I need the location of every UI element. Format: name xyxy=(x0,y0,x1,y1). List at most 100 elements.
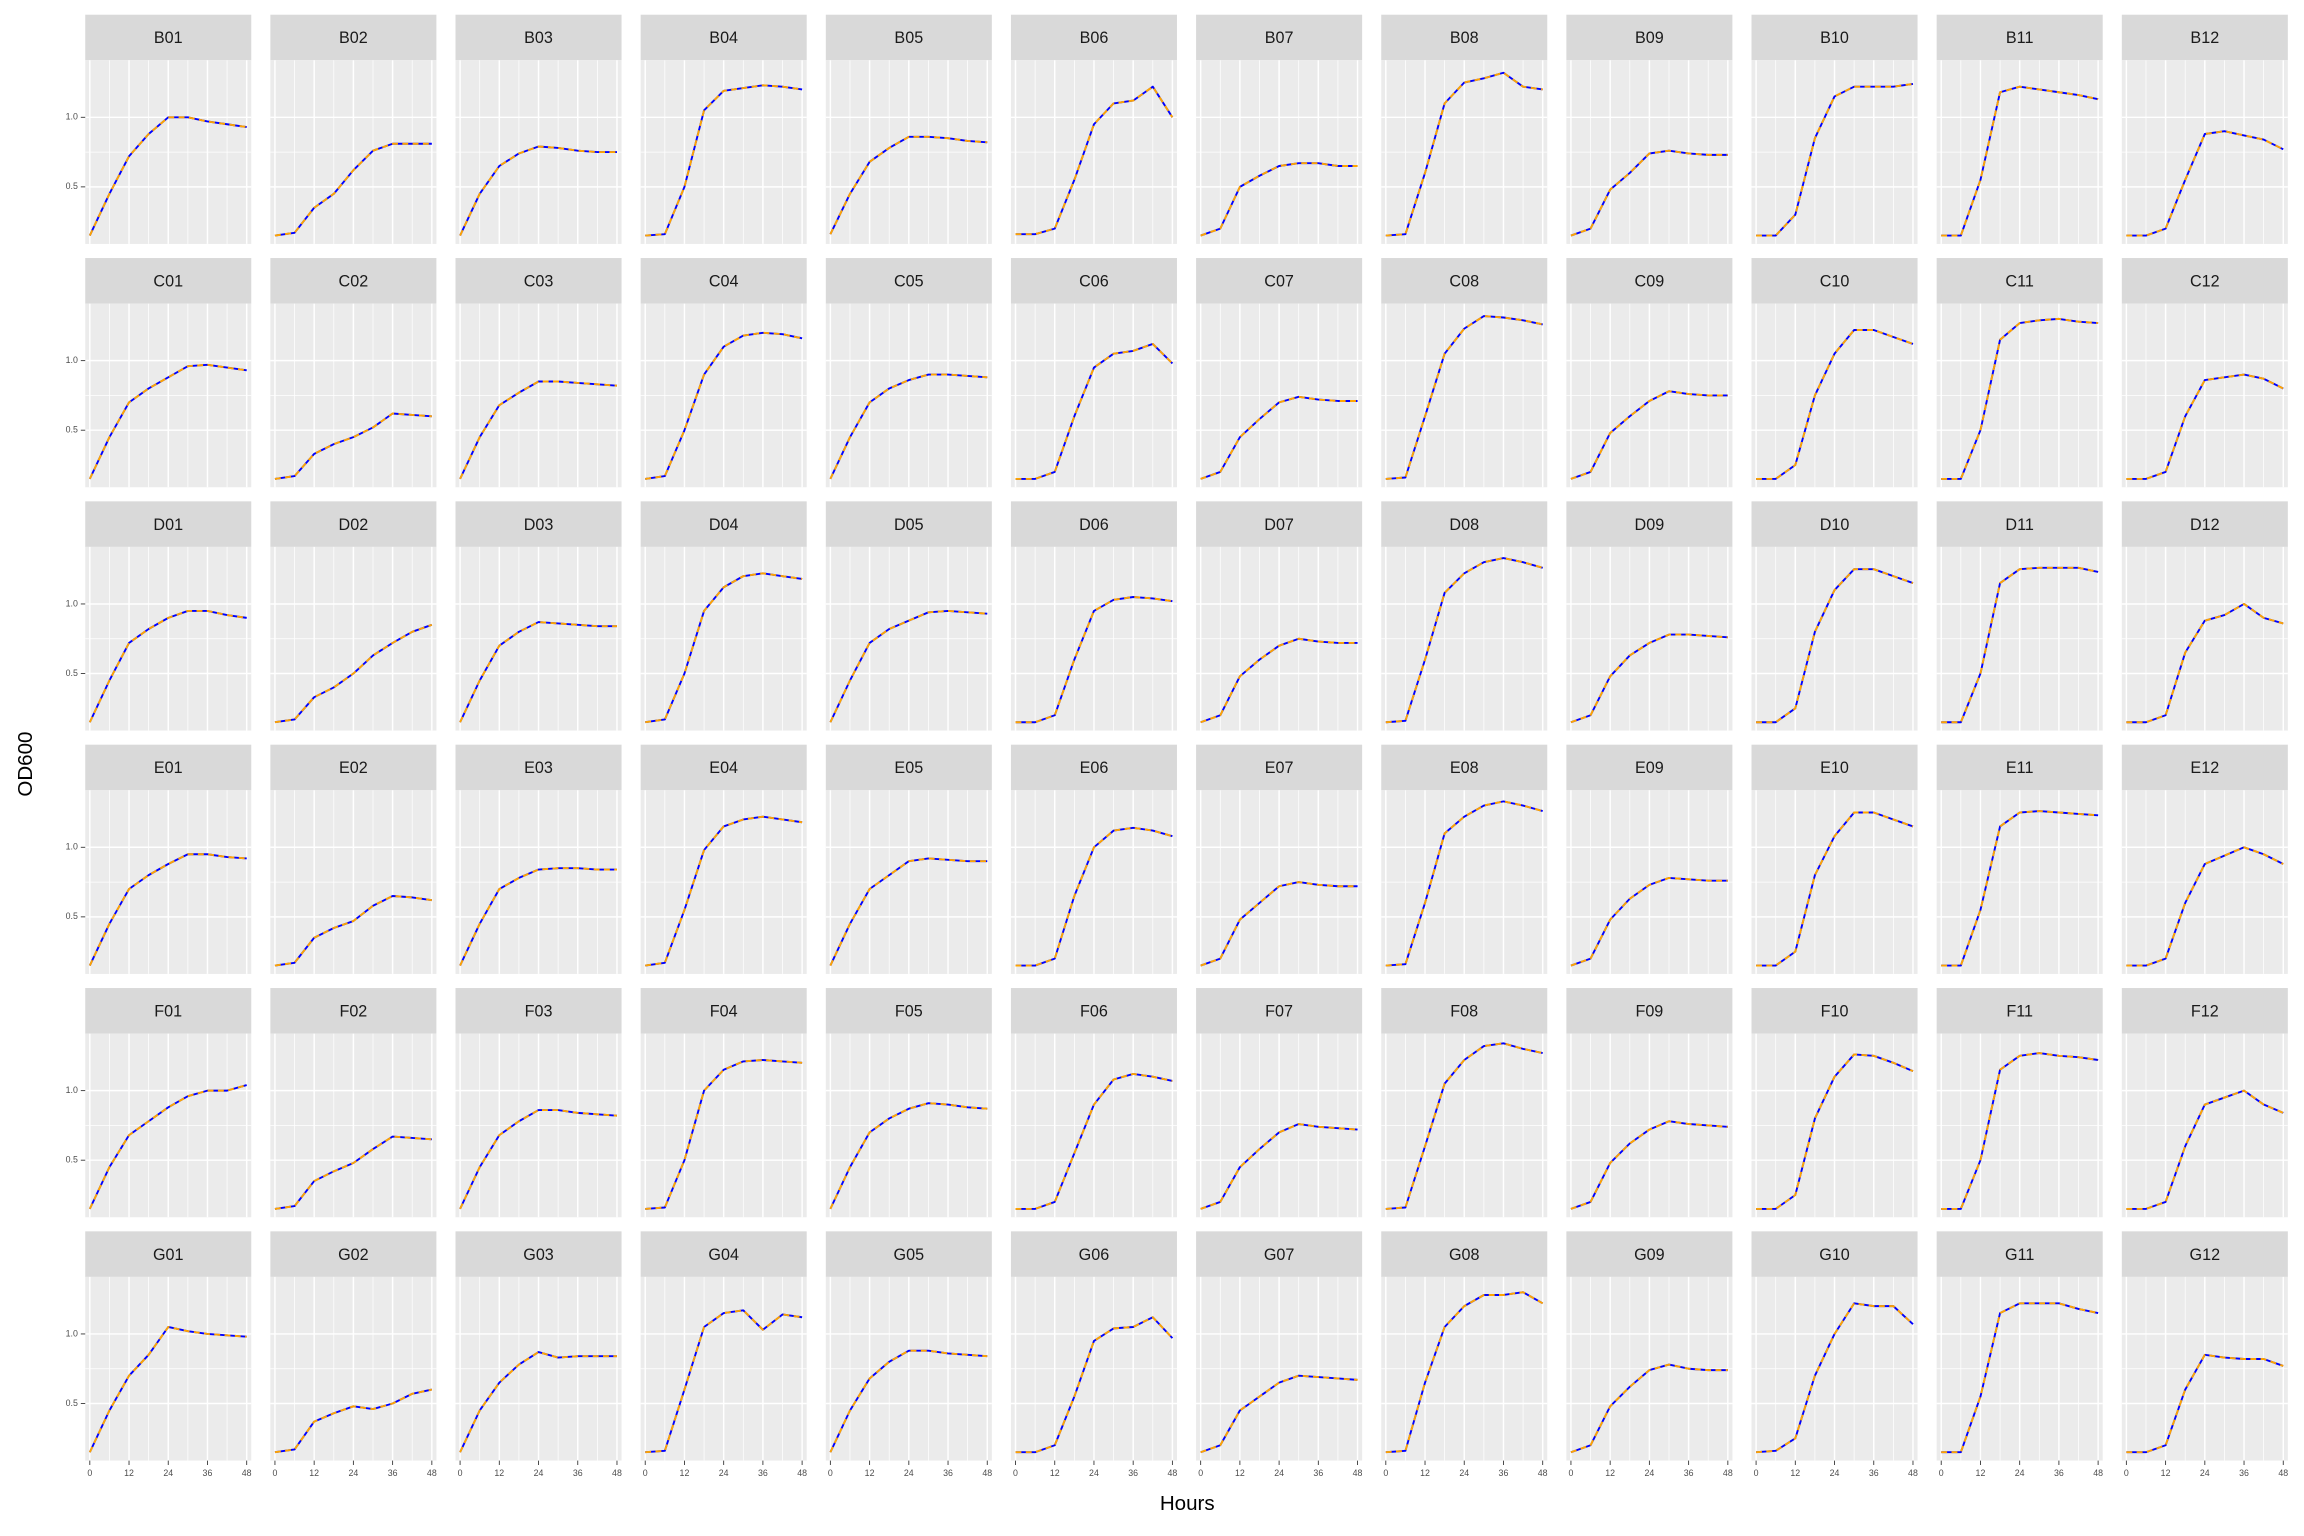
strip xyxy=(1196,258,1363,304)
x-tick-label: 48 xyxy=(982,1468,992,1478)
strip-title: B03 xyxy=(524,29,553,47)
strip xyxy=(1566,501,1733,547)
growth-curve xyxy=(829,857,988,966)
x-tick-label: 12 xyxy=(1976,1468,1986,1478)
growth-curve xyxy=(88,363,247,480)
growth-curve xyxy=(1570,1120,1728,1210)
strip xyxy=(1196,744,1363,791)
growth-curve xyxy=(829,1102,988,1210)
panel: E03 xyxy=(455,744,622,974)
growth-curve xyxy=(1756,1053,1914,1210)
y-tick-label: 1.0 xyxy=(66,842,78,852)
panel: D07 xyxy=(1196,501,1363,731)
growth-curve xyxy=(1015,1072,1173,1210)
x-tick-label: 24 xyxy=(719,1468,729,1478)
strip xyxy=(2121,258,2288,304)
x-tick-label: 36 xyxy=(388,1468,398,1478)
growth-curve xyxy=(1200,395,1358,480)
panel: E08 xyxy=(1381,744,1548,974)
growth-curve xyxy=(1015,596,1173,724)
x-tick-label: 0 xyxy=(1939,1468,1944,1478)
growth-curve xyxy=(1015,342,1174,480)
growth-curve xyxy=(1756,568,1914,724)
panel: G12 0 12 24 36 48 xyxy=(2121,1231,2288,1478)
strip-title: F09 xyxy=(1635,1003,1663,1021)
x-tick-label: 36 xyxy=(2239,1468,2249,1478)
strip-title: B08 xyxy=(1450,29,1479,47)
strip xyxy=(1196,988,1363,1034)
growth-curve xyxy=(274,1135,432,1210)
strip-title: D05 xyxy=(894,516,924,534)
strip xyxy=(1751,14,1918,61)
growth-curve xyxy=(1200,637,1358,724)
panel: E05 xyxy=(825,744,992,974)
growth-curve xyxy=(1200,1123,1358,1210)
strip-title: C12 xyxy=(2190,273,2220,291)
strip xyxy=(1566,258,1733,304)
growth-curve xyxy=(645,84,803,237)
strip xyxy=(1010,501,1177,547)
strip-title: C10 xyxy=(1820,273,1850,291)
panel: C02 xyxy=(270,258,437,488)
panel: B06 xyxy=(1010,14,1177,244)
panel: C01 0.5 1.0 xyxy=(66,258,252,488)
strip-title: G10 xyxy=(1819,1246,1850,1264)
panel: G07 0 12 24 36 48 xyxy=(1196,1231,1363,1478)
growth-curve xyxy=(88,1084,247,1210)
panel: F12 xyxy=(2121,988,2288,1218)
growth-curve xyxy=(459,1351,617,1453)
x-tick-label: 48 xyxy=(1908,1468,1918,1478)
strip-title: D04 xyxy=(709,516,739,534)
x-tick-label: 12 xyxy=(1605,1468,1615,1478)
growth-curve xyxy=(1756,1302,1914,1454)
strip-title: C01 xyxy=(153,273,183,291)
strip-title: G09 xyxy=(1634,1246,1665,1264)
x-tick-label: 24 xyxy=(2015,1468,2025,1478)
panel: D11 xyxy=(1936,501,2103,731)
panel: G10 0 12 24 36 48 xyxy=(1751,1231,1918,1478)
x-tick-label: 48 xyxy=(2093,1468,2103,1478)
strip-title: F01 xyxy=(154,1003,182,1021)
panel: F03 xyxy=(455,988,622,1218)
strip xyxy=(825,258,992,304)
strip-title: C04 xyxy=(709,273,739,291)
panel: D06 xyxy=(1010,501,1177,731)
growth-curve xyxy=(274,895,432,967)
strip xyxy=(1936,988,2103,1034)
x-tick-label: 12 xyxy=(1235,1468,1245,1478)
strip xyxy=(2121,1231,2288,1277)
x-tick-label: 24 xyxy=(2200,1468,2210,1478)
x-tick-label: 24 xyxy=(1274,1468,1284,1478)
x-tick-label: 48 xyxy=(1168,1468,1178,1478)
panel: G03 0 12 24 36 48 xyxy=(455,1231,622,1478)
panel: B01 0.5 1.0 xyxy=(66,14,252,244)
panel: D08 xyxy=(1381,501,1548,731)
strip-title: F05 xyxy=(895,1003,923,1021)
strip-title: B09 xyxy=(1635,29,1664,47)
strip xyxy=(1381,14,1548,61)
strip xyxy=(270,258,437,304)
x-tick-label: 24 xyxy=(163,1468,173,1478)
panel: B07 xyxy=(1196,14,1363,244)
strip xyxy=(1936,1231,2103,1277)
strip-title: F07 xyxy=(1265,1003,1293,1021)
strip-title: C08 xyxy=(1449,273,1479,291)
strip xyxy=(1381,988,1548,1034)
growth-curve xyxy=(274,142,432,237)
y-tick-label: 1.0 xyxy=(66,112,78,122)
strip xyxy=(2121,744,2288,791)
panel: D02 xyxy=(270,501,437,731)
strip xyxy=(640,258,807,304)
x-tick-label: 48 xyxy=(1353,1468,1363,1478)
strip-title: E06 xyxy=(1080,759,1109,777)
panel: G09 0 12 24 36 48 xyxy=(1566,1231,1733,1478)
growth-curve xyxy=(1385,1291,1544,1454)
strip xyxy=(2121,14,2288,61)
strip-title: B12 xyxy=(2190,29,2219,47)
strip-title: D10 xyxy=(1820,516,1850,534)
strip xyxy=(640,1231,807,1277)
x-tick-label: 48 xyxy=(612,1468,622,1478)
strip xyxy=(1751,988,1918,1034)
strip xyxy=(640,14,807,61)
